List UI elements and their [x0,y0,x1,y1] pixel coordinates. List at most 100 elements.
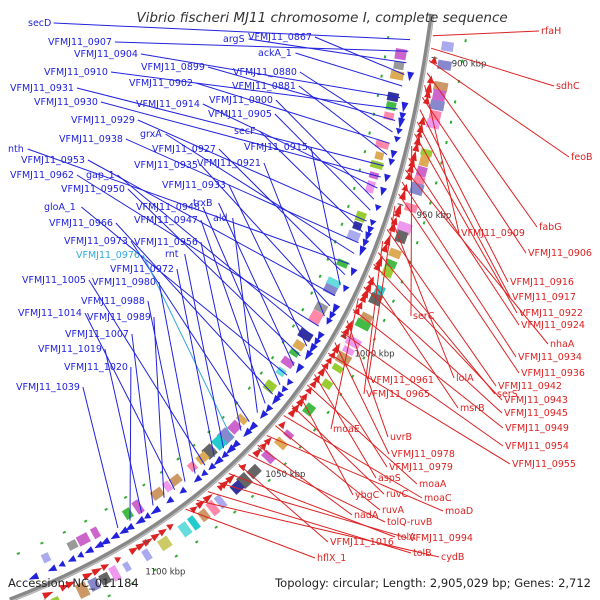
forward-gene-label: VFMJ11_0972 [110,264,174,275]
category-box [331,362,344,374]
reverse-gene-callout [340,331,504,447]
kbp-tick-label: 900 kbp [452,60,487,70]
forward-gene-label: VFMJ11_0900 [209,95,273,106]
forward-gene-label: VFMJ11_0927 [152,144,216,155]
forward-gene-label: gloA_1 [44,202,76,213]
reverse-gene-arrow [404,171,412,181]
forward-gene-callout [299,71,393,133]
forward-gene-label: VFMJ11_0930 [34,97,98,108]
forward-gene-label: VFMJ11_1014 [18,308,82,319]
reverse-gene-arrow [305,387,312,395]
green-marker [250,494,255,499]
forward-gene-label: VFMJ11_0989 [87,312,151,323]
kbp-tick-label: 1050 kbp [265,470,305,480]
forward-gene-arrow [362,238,370,247]
forward-gene-label: VFMJ11_0929 [71,115,135,126]
category-box [75,532,91,547]
gene-labels: secD VFMJ11_0907 argS VFMJ11_0867 ackA_1 VFMJ… [8,18,593,564]
reverse-gene-callout [185,508,316,559]
reverse-gene-label: VFMJ11_0917 [512,292,576,303]
forward-gene-callout [114,41,409,52]
reverse-gene-label: ybgC [355,490,380,501]
reverse-gene-callout [432,30,540,37]
reverse-gene-arrow [202,493,213,504]
category-box [394,229,409,245]
category-box [409,181,425,197]
forward-gene-callout [274,113,371,211]
reverse-gene-label: VFMJ11_0994 [409,533,473,544]
reverse-gene-label: serS [497,389,518,400]
green-marker [391,299,395,303]
green-marker [233,510,237,514]
forward-gene-callout [184,253,224,449]
reverse-gene-label: VFMJ11_0943 [504,395,568,406]
forward-gene-callout [142,254,233,440]
category-box [280,355,296,370]
forward-gene-callout [218,202,295,366]
category-box [307,309,324,326]
reverse-gene-callout [386,229,497,387]
category-box [108,565,122,582]
reverse-gene-label: rfaH [541,26,561,37]
forward-gene-arrow [201,469,209,477]
forward-gene-label: ald [213,213,228,224]
reverse-gene-callout [377,252,496,395]
reverse-gene-callout [248,454,386,523]
reverse-gene-callout [196,499,440,558]
green-marker [449,120,453,124]
forward-gene-arrow [304,349,314,361]
category-box [436,59,453,71]
forward-gene-arrow [208,462,217,471]
reverse-gene-arrow [82,572,94,581]
forward-gene-label: VFMJ11_0907 [48,37,112,48]
forward-gene-arrow [271,394,281,405]
category-box [352,220,363,231]
forward-gene-callout [207,66,396,121]
green-marker [16,551,21,556]
green-marker [312,428,317,432]
reverse-gene-arrow [135,542,146,551]
category-box [261,449,276,465]
forward-gene-arrow [384,173,391,183]
category-box [213,494,228,510]
forward-gene-callout [104,348,143,514]
category-box [197,508,211,523]
forward-gene-arrow [100,537,111,546]
reverse-gene-arrow [367,276,374,286]
forward-gene-arrow [179,486,188,494]
forward-gene-arrow [359,245,367,257]
category-box [334,350,353,368]
forward-gene-callout [82,386,119,529]
forward-gene-arrow [144,512,152,519]
forward-gene-label: secF [234,126,255,137]
green-marker [461,59,464,63]
reverse-gene-arrow [426,75,434,84]
reverse-gene-callout [238,463,329,543]
reverse-gene-label: VFMJ11_0942 [498,381,562,392]
reverse-gene-callout [306,384,418,485]
reverse-gene-arrow [91,567,103,576]
green-marker [301,307,305,312]
forward-gene-label: VFMJ11_0915 [244,142,308,153]
reverse-gene-arrow [418,116,426,126]
reverse-gene-callout [401,181,517,358]
forward-gene-callout [84,312,176,491]
reverse-gene-label: VFMJ11_0936 [521,368,585,379]
forward-gene-label: VFMJ11_1019 [38,344,102,355]
forward-gene-label: VFMJ11_0948 [136,202,200,213]
forward-gene-label: VFMJ11_1005 [22,275,86,286]
reverse-gene-label: VFMJ11_0909 [461,228,525,239]
reverse-gene-callout [257,444,353,516]
kbp-tick-mark [341,334,347,339]
reverse-gene-arrow [425,81,432,93]
reverse-gene-arrow [252,447,263,458]
green-marker [247,386,252,390]
reverse-gene-callout [218,482,408,539]
reverse-gene-label: hflX_1 [317,553,346,564]
green-marker [363,149,367,154]
forward-gene-arrow [231,439,241,449]
map-title: Vibrio fischeri MJ11 chromosome I, compl… [136,10,507,26]
category-box [177,521,193,538]
reverse-gene-callout [352,309,504,429]
forward-gene-arrow [398,117,406,129]
